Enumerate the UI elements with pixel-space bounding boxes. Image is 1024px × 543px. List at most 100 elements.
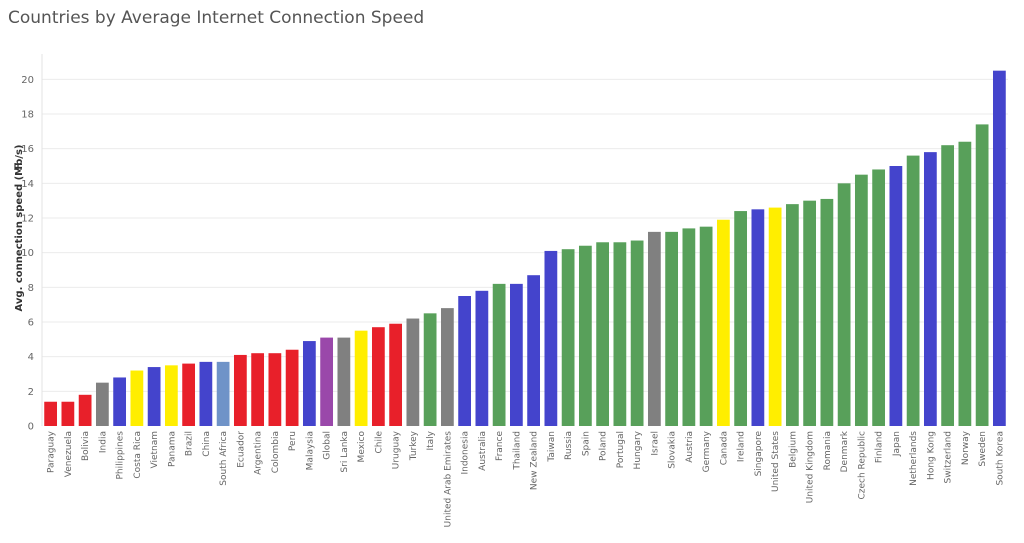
x-tick-label: Bolivia xyxy=(81,431,91,461)
x-tick-label: Vietnam xyxy=(150,431,160,469)
bar[interactable] xyxy=(734,211,748,426)
x-tick-label: Peru xyxy=(288,431,298,451)
y-tick-label: 0 xyxy=(28,422,34,433)
bar[interactable] xyxy=(389,323,403,426)
bar[interactable] xyxy=(130,370,144,426)
y-tick-label: 18 xyxy=(21,110,34,121)
bar[interactable] xyxy=(820,198,834,426)
x-tick-label: India xyxy=(98,431,108,453)
bar[interactable] xyxy=(716,219,730,426)
bar[interactable] xyxy=(613,242,627,426)
x-tick-label: Czech Republic xyxy=(857,431,867,500)
bar[interactable] xyxy=(872,169,886,426)
bar[interactable] xyxy=(492,283,506,426)
x-tick-label: Netherlands xyxy=(909,431,919,486)
bar[interactable] xyxy=(44,401,58,426)
bar[interactable] xyxy=(113,377,127,426)
bar[interactable] xyxy=(285,349,299,426)
bar[interactable] xyxy=(941,145,955,426)
x-tick-label: Philippines xyxy=(116,431,126,480)
bar[interactable] xyxy=(803,200,817,426)
bar[interactable] xyxy=(527,275,541,426)
x-tick-label: Indonesia xyxy=(461,431,471,475)
x-tick-label: Russia xyxy=(564,431,574,460)
bar[interactable] xyxy=(596,242,610,426)
bar[interactable] xyxy=(302,341,316,426)
x-tick-label: Mexico xyxy=(357,431,367,463)
bar[interactable] xyxy=(475,290,489,426)
x-tick-label: Italy xyxy=(426,430,436,450)
x-tick-label: Brazil xyxy=(185,431,195,456)
bar[interactable] xyxy=(837,183,851,426)
x-tick-label: Norway xyxy=(961,430,971,465)
bar[interactable] xyxy=(147,367,161,426)
x-tick-label: Sweden xyxy=(978,431,988,467)
x-tick-label: Thailand xyxy=(512,431,522,471)
y-tick-label: 20 xyxy=(21,75,34,86)
x-tick-label: Germany xyxy=(702,430,712,472)
x-tick-label: France xyxy=(495,431,505,461)
bar[interactable] xyxy=(906,155,920,426)
bar[interactable] xyxy=(216,361,230,426)
bar[interactable] xyxy=(647,231,661,426)
bar[interactable] xyxy=(354,330,368,426)
bar[interactable] xyxy=(561,249,575,426)
x-tick-label: Spain xyxy=(581,431,591,456)
sort-descending-icon[interactable] xyxy=(14,162,23,171)
bar[interactable] xyxy=(95,382,109,426)
bar[interactable] xyxy=(423,313,437,426)
bar[interactable] xyxy=(164,365,178,426)
bar[interactable] xyxy=(682,228,696,426)
y-axis: 0 2 4 6 8 10 12 14 16 18 20 xyxy=(21,54,43,433)
bar[interactable] xyxy=(251,353,265,426)
y-tick-label: 2 xyxy=(28,387,34,398)
bar[interactable] xyxy=(509,283,523,426)
x-tick-label: Colombia xyxy=(271,431,281,473)
chart-title: Countries by Average Internet Connection… xyxy=(8,8,425,28)
bar[interactable] xyxy=(699,226,713,426)
bar[interactable] xyxy=(406,318,420,426)
bar[interactable] xyxy=(578,245,592,426)
bar[interactable] xyxy=(458,296,472,426)
bar[interactable] xyxy=(78,394,92,426)
bar[interactable] xyxy=(630,240,644,426)
x-tick-label: New Zealand xyxy=(530,431,540,490)
bar[interactable] xyxy=(854,174,868,426)
bar[interactable] xyxy=(958,141,972,426)
bar[interactable] xyxy=(768,207,782,426)
bar[interactable] xyxy=(785,204,799,426)
bar[interactable] xyxy=(371,327,385,426)
bar[interactable] xyxy=(182,363,196,426)
x-tick-label: Taiwan xyxy=(547,431,557,463)
y-tick-label: 4 xyxy=(28,352,34,363)
x-tick-label: Panama xyxy=(167,431,177,467)
y-tick-label: 8 xyxy=(28,283,34,294)
bar[interactable] xyxy=(665,231,679,426)
x-tick-label: Sri Lanka xyxy=(340,431,350,473)
bar[interactable] xyxy=(440,308,454,426)
bar[interactable] xyxy=(751,209,765,426)
bar[interactable] xyxy=(268,353,282,426)
bar[interactable] xyxy=(320,337,334,426)
x-tick-label: Belgium xyxy=(788,431,798,468)
x-tick-label: United Kingdom xyxy=(806,431,816,503)
x-tick-label: Global xyxy=(323,431,333,460)
bar[interactable] xyxy=(923,152,937,426)
x-tick-label: Australia xyxy=(478,431,488,471)
bar[interactable] xyxy=(975,124,989,427)
bar[interactable] xyxy=(199,361,213,426)
x-tick-label: Ecuador xyxy=(236,431,246,468)
x-tick-label: Canada xyxy=(719,431,729,465)
x-tick-label: United States xyxy=(771,431,781,492)
bar[interactable] xyxy=(233,354,247,426)
bar[interactable] xyxy=(337,337,351,426)
bar[interactable] xyxy=(992,70,1006,427)
bar[interactable] xyxy=(61,401,75,426)
bar[interactable] xyxy=(889,166,903,426)
y-tick-label: 14 xyxy=(21,179,34,190)
bar[interactable] xyxy=(544,250,558,426)
x-tick-label: Hong Kong xyxy=(926,431,936,480)
x-tick-label: Ireland xyxy=(737,431,747,462)
x-tick-label: Romania xyxy=(823,431,833,470)
